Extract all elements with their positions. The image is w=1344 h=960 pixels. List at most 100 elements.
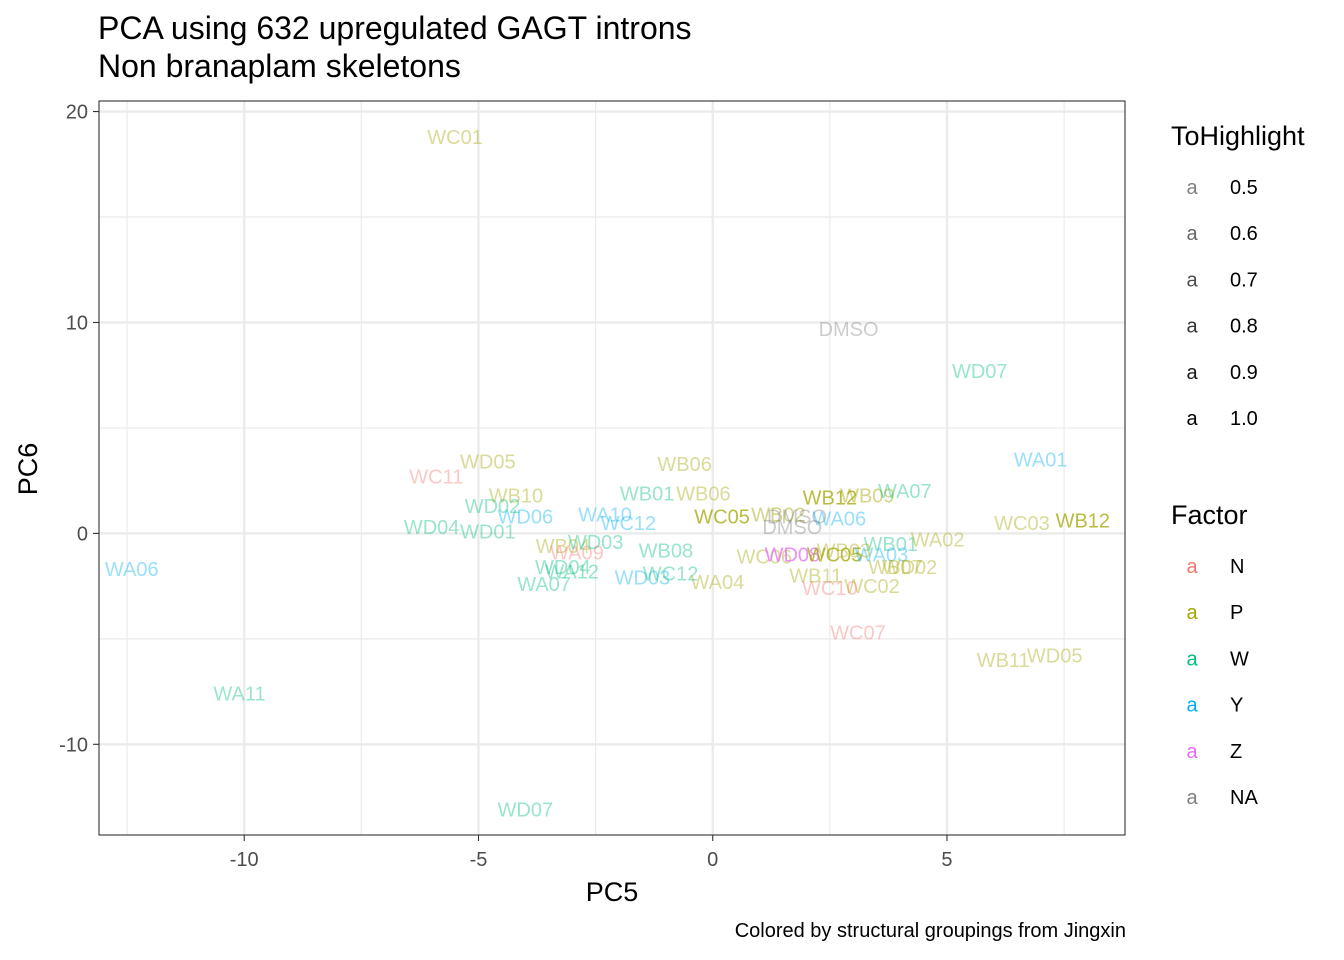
- legend-label-alpha: 0.7: [1230, 269, 1258, 291]
- point-label: WD05: [460, 452, 516, 474]
- point-label: WA12: [545, 561, 599, 583]
- y-tick-label: 0: [77, 523, 88, 545]
- panel-border: [98, 100, 1126, 836]
- point-label: WA04: [691, 572, 745, 594]
- point-label: WA11: [213, 684, 265, 706]
- chart-subtitle: Non branaplam skeletons: [98, 48, 461, 84]
- x-tick-label: -5: [470, 849, 488, 871]
- point-label: WD07: [498, 800, 554, 822]
- legend-label-alpha: 0.9: [1230, 362, 1258, 384]
- point-label: WB01: [864, 534, 918, 556]
- point-label: WB11: [977, 650, 1030, 672]
- point-label: WA03: [855, 544, 909, 566]
- legend-key-alpha: a: [1186, 362, 1198, 384]
- x-tick-label: 5: [941, 849, 952, 871]
- x-axis-label: PC5: [586, 877, 639, 907]
- point-label: WB10: [489, 485, 543, 507]
- legend-key-factor: a: [1186, 602, 1198, 624]
- point-label: WC01: [427, 127, 483, 149]
- legend-label-alpha: 0.6: [1230, 223, 1258, 245]
- legend-key-alpha: a: [1186, 316, 1198, 338]
- point-label: WD08: [765, 544, 821, 566]
- chart-title: PCA using 632 upregulated GAGT introns: [98, 10, 692, 46]
- y-axis-ticks: -10 0 10 20: [59, 102, 99, 756]
- point-label: WB09: [840, 485, 894, 507]
- legend-label-factor: P: [1230, 602, 1243, 624]
- legend-key-factor: a: [1186, 695, 1198, 717]
- point-label: WB07: [868, 557, 922, 579]
- legend-label-factor: Z: [1230, 741, 1242, 763]
- point-label: WD04: [404, 517, 460, 539]
- grid-major-lines: [99, 101, 1125, 835]
- point-label: WB06: [676, 483, 730, 505]
- point-label: WD07: [952, 361, 1008, 383]
- point-label: WC05: [807, 544, 863, 566]
- x-tick-label: 0: [707, 849, 718, 871]
- grid-minor-lines: [99, 101, 1125, 835]
- legend-label-alpha: 1.0: [1230, 408, 1258, 430]
- legend-label-factor: Y: [1230, 695, 1243, 717]
- point-label: WB01: [620, 483, 674, 505]
- point-label: WA09: [550, 542, 604, 564]
- point-label: WC12: [601, 513, 657, 535]
- point-label: WC06: [736, 547, 792, 569]
- point-label: WD05: [1027, 646, 1083, 668]
- legend: ToHighlight a 0.5 a 0.6 a 0.7 a 0.8 a 0.9 a 1.0 Facto…: [1171, 121, 1305, 809]
- point-label: WC12: [643, 563, 699, 585]
- legend-key-alpha: a: [1186, 223, 1198, 245]
- point-label: WA06: [105, 559, 159, 581]
- point-label: WD06: [498, 507, 554, 529]
- point-label: DMSO: [762, 517, 822, 539]
- point-label: WD02: [882, 557, 938, 579]
- point-label: WD03: [615, 568, 671, 590]
- point-label: WB12: [803, 488, 857, 510]
- point-label: WC03: [994, 513, 1050, 535]
- legend-title-factor: Factor: [1171, 500, 1248, 530]
- point-label: WA02: [911, 530, 965, 552]
- legend-key-factor: a: [1186, 648, 1198, 670]
- legend-key-alpha: a: [1186, 177, 1198, 199]
- legend-key-factor: a: [1186, 556, 1198, 578]
- point-label: WD02: [465, 496, 521, 518]
- point-label: WC05: [694, 507, 750, 529]
- point-label: WB02: [751, 504, 805, 526]
- y-axis-label: PC6: [13, 443, 43, 496]
- point-label: WD01: [460, 521, 516, 543]
- chart-caption: Colored by structural groupings from Jin…: [734, 920, 1126, 942]
- legend-key-alpha: a: [1186, 269, 1198, 291]
- point-label: WB08: [639, 540, 693, 562]
- x-tick-label: -10: [230, 849, 259, 871]
- legend-label-alpha: 0.5: [1230, 177, 1258, 199]
- point-label: WB04: [536, 536, 590, 558]
- point-label: WA10: [578, 504, 632, 526]
- legend-key-alpha: a: [1186, 408, 1198, 430]
- point-label: WB06: [657, 454, 711, 476]
- point-label: WA07: [878, 481, 932, 503]
- point-label: WC07: [830, 623, 886, 645]
- point-label: WC11: [409, 466, 463, 488]
- point-label: WA06: [812, 509, 866, 531]
- point-label: DMSO: [767, 507, 827, 529]
- legend-label-factor: NA: [1230, 787, 1258, 809]
- point-label: WB03: [817, 540, 871, 562]
- legend-label-factor: W: [1230, 648, 1249, 670]
- point-label: WC02: [844, 576, 900, 598]
- legend-title-tohighlight: ToHighlight: [1171, 121, 1305, 151]
- y-tick-label: 20: [66, 102, 88, 124]
- point-label: WD03: [568, 532, 624, 554]
- x-axis-ticks: -10 -5 0 5: [230, 835, 953, 871]
- point-label: WC10: [802, 578, 858, 600]
- point-label: WB12: [1056, 511, 1110, 533]
- point-label: WB11: [789, 566, 842, 588]
- legend-label-factor: N: [1230, 556, 1244, 578]
- point-label: WA07: [517, 574, 571, 596]
- y-tick-label: 10: [66, 312, 88, 334]
- point-label: DMSO: [819, 319, 879, 341]
- legend-key-factor: a: [1186, 787, 1198, 809]
- legend-label-alpha: 0.8: [1230, 316, 1258, 338]
- y-tick-label: -10: [59, 734, 88, 756]
- legend-key-factor: a: [1186, 741, 1198, 763]
- point-label: WA01: [1014, 450, 1068, 472]
